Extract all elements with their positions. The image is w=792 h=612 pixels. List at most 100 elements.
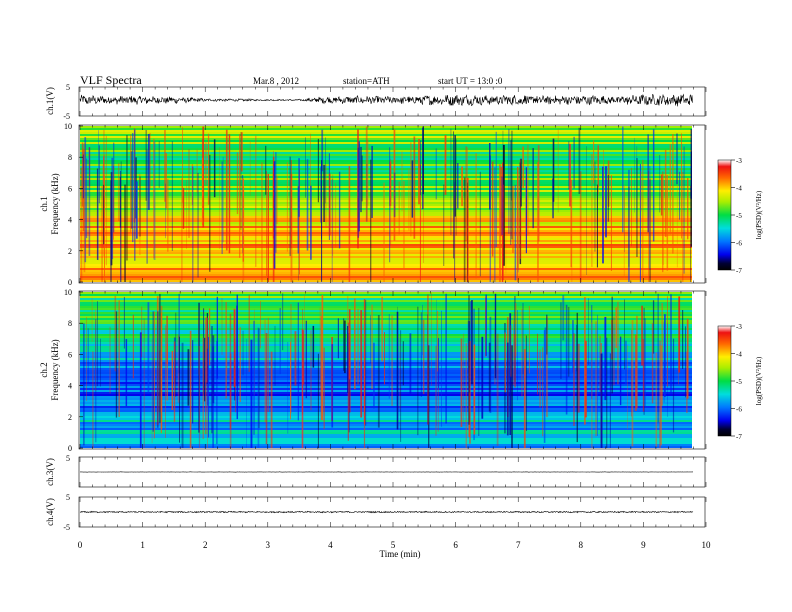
ch1-spectrogram-streak <box>89 147 91 187</box>
ch2-spectrogram-streak <box>236 294 238 420</box>
ch2-spectrogram-streak <box>279 308 281 375</box>
ch2-spectrogram-streak <box>445 293 447 424</box>
ch2-spectrogram-streak <box>205 317 207 435</box>
ch1-spectrogram-streak <box>335 182 337 248</box>
ch2-spectrogram-band <box>80 356 692 359</box>
ch2-spectrogram-streak <box>139 332 142 448</box>
ch1-spectrogram-streak <box>153 138 155 259</box>
ch1-colorbar-tick-label: -5 <box>736 212 742 220</box>
ch2-spectrogram-streak <box>179 336 180 443</box>
ch1-spectrogram-streak <box>517 167 519 269</box>
ch1-spectrogram-band <box>80 204 692 207</box>
ch2-spectrogram-streak <box>348 333 350 433</box>
ch1-spectrogram-streak <box>669 144 671 235</box>
ch2-spectrogram-band <box>80 402 692 405</box>
ch2-spectrogram-streak <box>317 353 319 448</box>
ch1-spectrogram-streak <box>366 163 368 222</box>
ch3-waveform-ylabel: ch.3(V) <box>45 458 55 486</box>
ch2-spectrogram-streak <box>399 336 401 409</box>
ch1-spectrogram-streak <box>597 145 599 188</box>
ch2-spectrogram-streak <box>312 325 315 368</box>
ch1-spectrogram-band <box>80 126 692 129</box>
ch1-spectrogram-streak <box>130 151 133 229</box>
ch1-spectrogram-band <box>80 154 692 157</box>
ch2-spectrogram-streak <box>685 326 686 398</box>
ch1-spectrogram-streak <box>261 162 263 282</box>
ch1-spectrogram-streak <box>96 168 99 260</box>
ch2-spectrogram-band <box>80 352 692 355</box>
ch2-spectrogram-band <box>80 322 692 325</box>
ch2-colorbar-ticks: -3 -4 -5 -6 -7 <box>731 323 742 441</box>
ch1-spectrogram-streak <box>275 152 277 253</box>
ch1-spectrogram-band <box>80 264 692 267</box>
ch2-spectrogram-streak <box>543 330 546 443</box>
ch1-spectrogram-streak <box>418 139 420 205</box>
ch1-spectrogram-streak <box>213 139 216 198</box>
ch2-spectrogram-band <box>80 398 692 401</box>
ch1-spectrogram-band <box>80 178 692 181</box>
ch2-spectrogram-streak <box>391 315 393 406</box>
ch1-spectrogram-band <box>80 206 692 209</box>
ch2-colorbar-tick-label: -5 <box>736 378 742 386</box>
ch2-spectrogram-streak <box>206 317 208 383</box>
ch1-spectrogram-band <box>80 224 692 227</box>
ch1-spectrogram-streak <box>467 182 468 282</box>
ch1-spectrogram-streak <box>118 162 120 221</box>
ch2-spectrogram-band <box>80 422 692 425</box>
ch1-spectrogram-band <box>80 232 692 235</box>
ch2-spectrogram-panel: ch.2 Frequency (kHz) 0 2 4 6 8 10 <box>39 288 706 453</box>
ch1-spectrogram-streak <box>640 171 642 211</box>
ch1-spectrogram-streak <box>508 129 510 234</box>
ch2-spectrogram-streak <box>652 300 655 354</box>
ch2-spectrogram-band <box>80 328 692 331</box>
ch1-spectrogram-streak <box>113 165 114 240</box>
ch2-spectrogram-band <box>80 406 692 409</box>
ch2-spectrogram-streak <box>211 326 213 434</box>
ch1-spectrogram-band <box>80 272 692 275</box>
ch2-spectrogram-band <box>80 394 692 397</box>
ch2-spectrogram-streak <box>542 347 544 437</box>
ch1-spectrogram-streak <box>465 146 467 242</box>
ch2-spectrogram-band <box>80 442 692 445</box>
ch1-spectrogram-band <box>80 198 692 201</box>
ch2-spectrogram-streak <box>431 292 432 386</box>
ch2-spectrogram-streak <box>644 318 646 408</box>
ch1-spectrogram-band <box>80 220 692 223</box>
ch2-spectrogram-streak <box>347 296 349 348</box>
ch1-spectrogram-band <box>80 252 692 255</box>
ch1-spectrogram-streak <box>419 164 421 282</box>
ch1-spectrogram-streak <box>135 181 138 239</box>
time-axis-tick-labels: 0 1 2 3 4 5 6 7 8 9 10 <box>78 540 711 550</box>
ch1-spectrogram-streak <box>338 171 341 249</box>
ch1-spectrogram-streak <box>639 164 641 282</box>
ch1-spectrogram-streak <box>84 137 87 263</box>
ch1-spectrogram-streak <box>532 148 534 229</box>
ch1-spectrogram-streak <box>219 147 220 249</box>
time-axis-ticks <box>79 87 707 527</box>
ch1-colorbar-tick-label: -4 <box>736 185 742 193</box>
ch2-spectrogram-band <box>80 410 692 413</box>
ch2-spectrogram-streak <box>609 353 611 448</box>
ch2-spectrogram-streak <box>206 348 208 406</box>
ch1-spectrogram-band <box>80 128 692 131</box>
ch1-spectrogram-streak <box>209 154 211 272</box>
time-tick-label: 7 <box>516 540 521 550</box>
ch1-spectrogram-streak <box>676 168 678 268</box>
ch1-spectrogram-band <box>80 168 692 171</box>
ch1-spectrogram-streak <box>98 130 99 261</box>
ch2-spectrogram-ytick-tick-label: 10 <box>64 288 72 297</box>
date-label: Mar.8 , 2012 <box>253 76 299 86</box>
ch2-colorbar-tick-label: -4 <box>736 351 742 359</box>
ch1-spectrogram-streak <box>139 173 141 256</box>
ch1-spectrogram-streak <box>325 164 327 229</box>
ch2-spectrogram-streak <box>216 296 218 379</box>
ch1-spectrogram-streak <box>422 126 424 195</box>
ch2-spectrogram-streak <box>302 308 303 415</box>
ch2-spectrogram-streak <box>651 323 654 404</box>
ch1-spectrogram-streak <box>367 139 369 206</box>
ch1-spectrogram-streak <box>98 145 100 204</box>
ch1-spectrogram-streak <box>134 129 136 261</box>
ch1-spectrogram-streak <box>164 130 166 202</box>
ch2-spectrogram-streak <box>537 333 538 395</box>
ch2-spectrogram-streak <box>469 341 471 444</box>
